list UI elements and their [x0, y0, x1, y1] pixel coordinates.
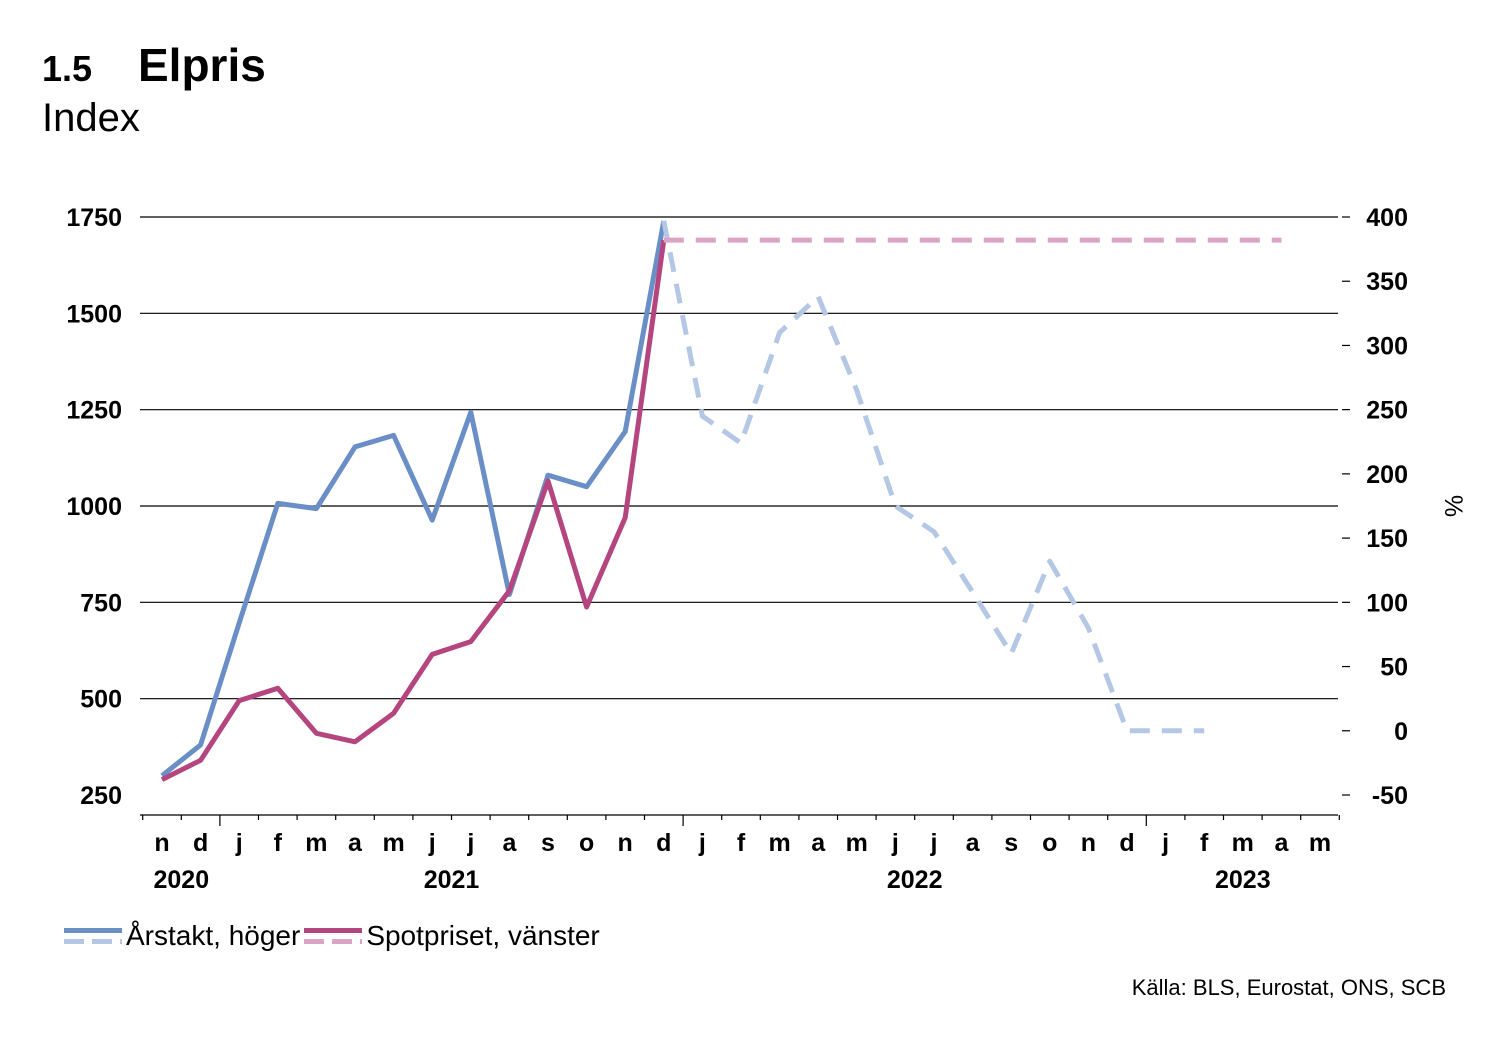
y-right-tick-label: 0: [1394, 718, 1408, 746]
y-right-tick-label: 300: [1366, 332, 1408, 360]
legend-item-arstakt: Årstakt, höger: [64, 920, 300, 952]
y-right-axis-label: %: [1439, 495, 1467, 517]
source-note: Källa: BLS, Eurostat, ONS, SCB: [1131, 975, 1446, 1000]
y-right-tick-label: 50: [1380, 654, 1408, 682]
x-tick-label: n: [154, 829, 169, 857]
x-tick-label: a: [348, 829, 363, 857]
x-tick-label: m: [846, 829, 868, 857]
x-tick-label: j: [930, 829, 938, 857]
legend-swatch-spot: [304, 928, 363, 944]
chart-subtitle: Index: [42, 96, 140, 140]
x-tick-label: m: [768, 829, 790, 857]
x-tick-label: f: [274, 829, 283, 857]
y-left-tick-label: 1250: [66, 397, 122, 425]
x-tick-label: o: [579, 829, 594, 857]
figure-heading: 1.5 Elpris: [42, 38, 266, 92]
x-tick-label: m: [1309, 829, 1331, 857]
x-tick-label: j: [698, 829, 706, 857]
x-tick-label: a: [966, 829, 981, 857]
y-left-tick-label: 750: [80, 589, 122, 617]
y-left-tick-label: 1750: [66, 204, 122, 232]
series-spotpriset-line: [160, 239, 667, 782]
x-tick-label: a: [1274, 829, 1289, 857]
x-tick-label: s: [541, 829, 555, 857]
x-tick-label: a: [502, 829, 517, 857]
x-tick-label: d: [656, 829, 671, 857]
figure-number: 1.5: [42, 48, 93, 89]
x-year-label: 2023: [1215, 866, 1271, 894]
legend-label-arstakt: Årstakt, höger: [126, 920, 301, 951]
y-right-tick-label: 350: [1366, 268, 1408, 296]
x-tick-label: j: [235, 829, 243, 857]
legend-label-spot: Spotpriset, vänster: [366, 920, 600, 951]
x-tick-label: a: [811, 829, 826, 857]
line-chart: 250 500 750 1000 1250 1500 1750 -50 0 50 100 150 200…: [66, 204, 1467, 894]
y-left-tick-label: 1500: [66, 300, 122, 328]
x-tick-label: j: [428, 829, 436, 857]
x-tick-label: f: [737, 829, 746, 857]
x-tick-label: n: [618, 829, 633, 857]
x-year-label: 2020: [153, 866, 209, 894]
x-tick-label: j: [1161, 829, 1169, 857]
x-tick-label: m: [382, 829, 404, 857]
legend: Årstakt, höger Spotpriset, vänster: [64, 920, 604, 952]
y-left-tick-label: 500: [80, 686, 122, 714]
y-right-tick-label: -50: [1372, 782, 1408, 810]
legend-swatch-arstakt: [64, 928, 122, 944]
x-tick-label: f: [1200, 829, 1209, 857]
x-year-label: 2022: [887, 866, 943, 894]
x-tick-label: s: [1004, 829, 1018, 857]
y-right-tick-label: 200: [1366, 461, 1408, 489]
y-left-tick-label: 250: [80, 782, 122, 810]
chart-title: Elpris: [138, 39, 266, 91]
x-tick-label: j: [891, 829, 899, 857]
x-year-label: 2021: [424, 866, 480, 894]
series-arstakt-line: [160, 220, 667, 778]
x-tick-label: m: [305, 829, 327, 857]
x-tick-label: d: [193, 829, 208, 857]
legend-item-spot: Spotpriset, vänster: [304, 920, 600, 952]
y-right-tick-label: 400: [1366, 204, 1408, 232]
x-tick-label: d: [1119, 829, 1134, 857]
y-right-tick-label: 250: [1366, 397, 1408, 425]
x-tick-label: m: [1232, 829, 1254, 857]
x-tick-label: o: [1042, 829, 1057, 857]
y-right-tick-label: 100: [1366, 589, 1408, 617]
y-left-tick-label: 1000: [66, 493, 122, 521]
x-tick-label: j: [466, 829, 474, 857]
y-right-tick-label: 150: [1366, 525, 1408, 553]
series-arstakt-forecast-line: [661, 220, 1205, 734]
x-tick-label: n: [1081, 829, 1096, 857]
